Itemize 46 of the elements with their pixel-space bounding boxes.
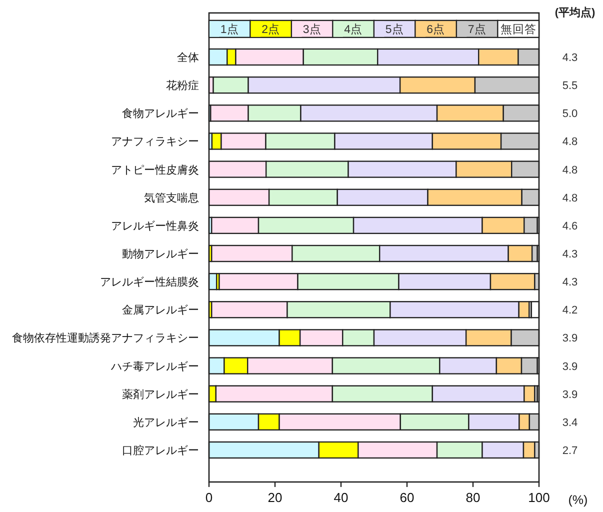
y-tick-label: アトピー性皮膚炎 <box>111 163 199 176</box>
legend-label: 4点 <box>344 22 363 36</box>
text: 4.8 <box>562 192 578 204</box>
text: 4.3 <box>562 248 578 260</box>
legend-label: 7点 <box>468 22 486 36</box>
y-tick-label: 食物依存性運動誘発アナフィラキシー <box>12 332 199 345</box>
y-tick-label: 薬剤アレルギー <box>122 388 199 401</box>
text: 3.4 <box>562 416 578 429</box>
y-tick-label: 花粉症 <box>166 79 199 92</box>
legend-label: 6点 <box>426 22 446 36</box>
text: 5.5 <box>562 80 578 92</box>
text: 4.8 <box>562 164 578 176</box>
x-tick-label: 80 <box>466 490 480 505</box>
text: 4.3 <box>562 276 578 289</box>
x-tick-label: 60 <box>400 490 414 505</box>
y-tick-label: 気管支喘息 <box>144 191 199 204</box>
text: 3.9 <box>562 332 578 345</box>
text: 4.8 <box>562 136 578 148</box>
y-tick-label: 金属アレルギー <box>122 304 199 317</box>
x-tick-label: 20 <box>268 490 282 505</box>
legend-label: 2点 <box>262 22 280 36</box>
x-axis-title: (%) <box>568 492 588 507</box>
y-tick-label: 口腔アレルギー <box>122 444 199 457</box>
text: 3.9 <box>562 388 578 401</box>
y-tick-label: アレルギー性鼻炎 <box>111 220 199 232</box>
x-tick-label: 0 <box>205 490 213 505</box>
x-tick-label: 100 <box>528 490 550 505</box>
legend-label: 1点 <box>220 22 239 36</box>
legend-label: 5点 <box>385 22 404 36</box>
y-tick-label: 食物アレルギー <box>122 108 199 120</box>
text: 2.7 <box>562 444 578 457</box>
text: 4.2 <box>562 304 578 317</box>
x-tick-label: 40 <box>334 490 348 505</box>
y-tick-label: アナフィラキシー <box>111 136 199 148</box>
y-tick-label: 動物アレルギー <box>122 248 199 260</box>
text: 3.9 <box>562 360 578 373</box>
y-tick-label: ハチ毒アレルギー <box>110 360 199 373</box>
legend-label: 無回答 <box>500 22 536 36</box>
text: 5.0 <box>562 108 578 120</box>
y-tick-label: アレルギー性結膜炎 <box>100 276 199 289</box>
y-tick-label: 全体 <box>177 52 199 64</box>
y-tick-label: 光アレルギー <box>133 416 199 429</box>
text: (平均点) <box>554 6 596 19</box>
legend-label: 3点 <box>302 22 322 36</box>
text: 4.6 <box>562 220 578 232</box>
text: 4.3 <box>562 52 578 64</box>
